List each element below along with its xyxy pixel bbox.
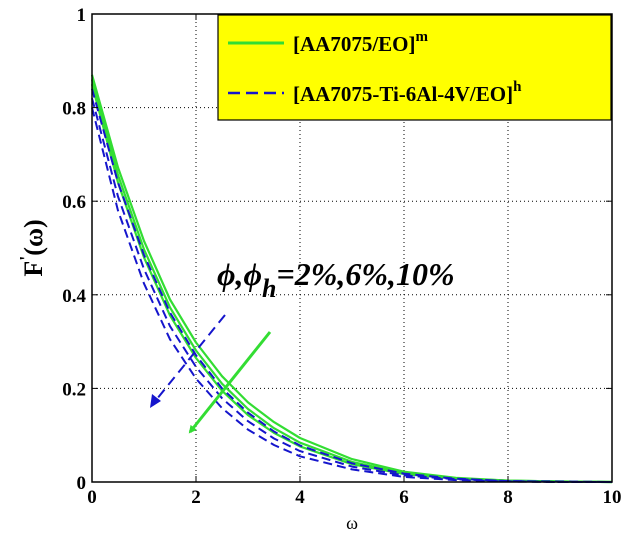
x-tick-label: 4 bbox=[295, 487, 305, 508]
x-axis-label: ω bbox=[346, 513, 358, 533]
legend-label-hybrid: [AA7075-Ti-6Al-4V/EO]h bbox=[293, 79, 522, 106]
x-tick-label: 6 bbox=[399, 487, 409, 508]
y-tick-label: 1 bbox=[77, 5, 87, 26]
plot-frame bbox=[91, 13, 613, 483]
arrow-green bbox=[188, 331, 272, 434]
tick-labels: 0 2 4 6 8 10 0 0.2 0.4 0.6 0.8 1 bbox=[62, 5, 621, 508]
legend-label-mono: [AA7075/EO]m bbox=[293, 29, 429, 56]
y-tick-label: 0.6 bbox=[62, 192, 86, 213]
legend-box bbox=[217, 14, 612, 121]
y-tick-label: 0.8 bbox=[62, 99, 86, 120]
arrow-blue-head bbox=[150, 394, 161, 408]
y-tick-label: 0.4 bbox=[62, 286, 86, 307]
x-tick-label: 0 bbox=[87, 487, 97, 508]
series-line-hybrid-5 bbox=[91, 107, 612, 483]
annotation: ϕ,ϕh=2%,6%,10% bbox=[217, 256, 455, 303]
y-tick-label: 0 bbox=[77, 473, 87, 494]
x-tick-label: 8 bbox=[503, 487, 513, 508]
x-tick-label: 2 bbox=[191, 487, 201, 508]
arrow-blue bbox=[151, 314, 226, 406]
legend: [AA7075/EO]m [AA7075-Ti-6Al-4V/EO]h bbox=[217, 14, 612, 121]
series-layer bbox=[90, 74, 613, 484]
y-tick-label: 0.2 bbox=[62, 379, 86, 400]
x-tick-label: 10 bbox=[603, 487, 622, 508]
y-axis-label: F'(ω) bbox=[16, 219, 48, 276]
